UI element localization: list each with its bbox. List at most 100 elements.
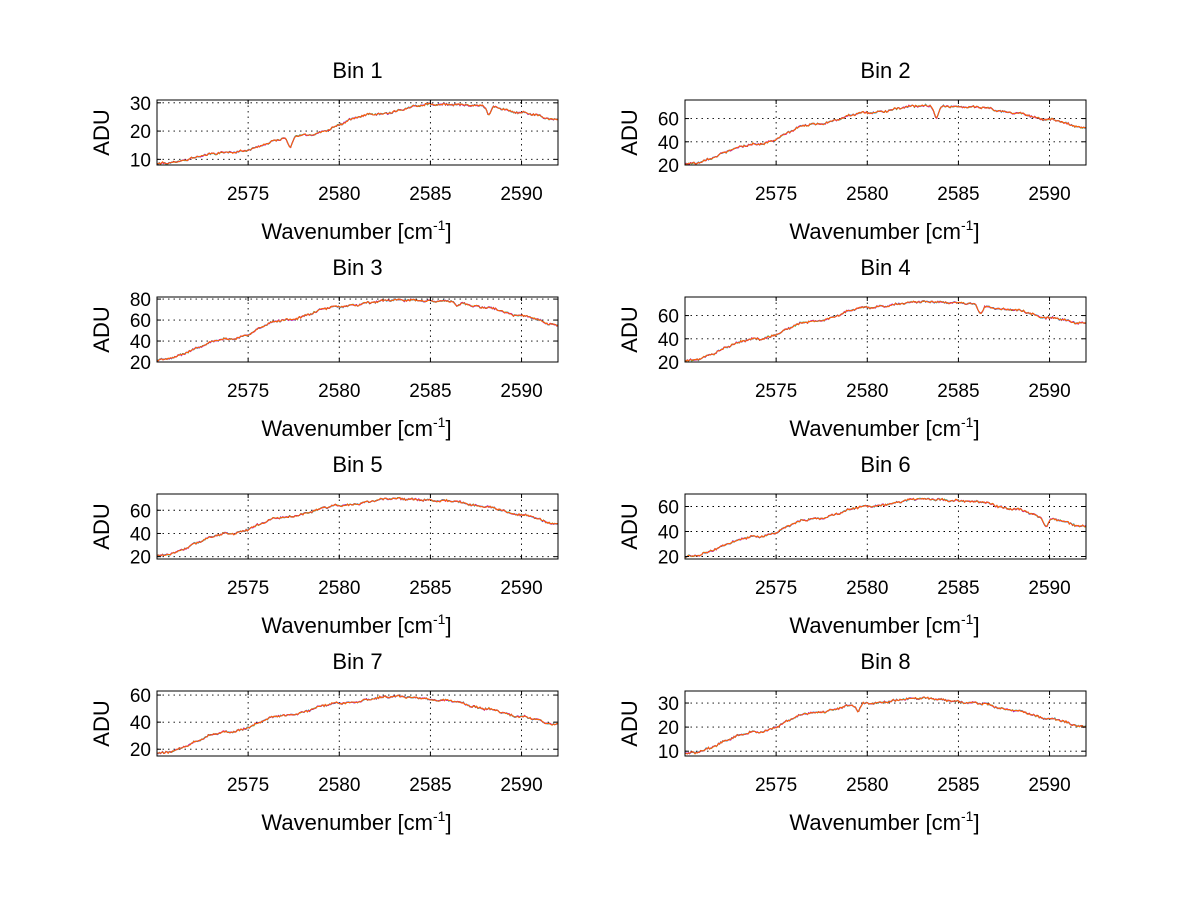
y-tick-label: 40 bbox=[130, 524, 151, 545]
y-tick-label: 40 bbox=[658, 133, 679, 154]
x-axis-label-main: Wavenumber [cm bbox=[789, 416, 961, 441]
x-axis-label-superscript: -1 bbox=[433, 808, 446, 824]
series-trace-4 bbox=[157, 497, 558, 557]
panel-title: Bin 7 bbox=[332, 649, 382, 674]
series-trace-2 bbox=[157, 497, 558, 557]
y-tick-label: 10 bbox=[130, 150, 151, 171]
x-tick-label: 2590 bbox=[500, 578, 542, 599]
y-tick-label: 20 bbox=[658, 718, 679, 739]
y-axis-label: ADU bbox=[617, 109, 642, 155]
x-tick-label: 2585 bbox=[937, 184, 979, 205]
series-trace-6 bbox=[685, 104, 1086, 165]
x-tick-label: 2590 bbox=[1028, 578, 1070, 599]
series-trace-1 bbox=[685, 103, 1086, 165]
x-axis-label: Wavenumber [cm-1] bbox=[789, 217, 979, 244]
x-tick-label: 2580 bbox=[846, 184, 888, 205]
x-axis-label-main: Wavenumber [cm bbox=[789, 613, 961, 638]
axes-frame bbox=[684, 296, 1087, 363]
axes-frame bbox=[684, 493, 1087, 560]
series-trace-4 bbox=[685, 696, 1086, 755]
x-tick-label: 2590 bbox=[1028, 775, 1070, 796]
series-trace-5 bbox=[157, 694, 558, 755]
series-trace-4 bbox=[685, 103, 1086, 165]
x-axis-label-main: Wavenumber [cm bbox=[261, 219, 433, 244]
y-tick-label: 20 bbox=[130, 122, 151, 143]
axes-frame bbox=[156, 690, 559, 757]
panel-title: Bin 3 bbox=[332, 255, 382, 280]
x-axis-label-superscript: -1 bbox=[961, 414, 974, 430]
series-trace-6 bbox=[157, 102, 558, 165]
x-axis-label-close: ] bbox=[973, 613, 979, 638]
y-tick-label: 40 bbox=[658, 330, 679, 351]
x-tick-label: 2585 bbox=[409, 184, 451, 205]
x-tick-label: 2580 bbox=[318, 184, 360, 205]
series-trace-2 bbox=[685, 696, 1086, 755]
panel-bin-8: Bin 8 2575 2580 2585 2590 10 20 30 ADU Wavenumber… bbox=[617, 649, 1087, 835]
x-axis-label-main: Wavenumber [cm bbox=[261, 613, 433, 638]
panel-title: Bin 8 bbox=[860, 649, 910, 674]
series-trace-6 bbox=[157, 298, 558, 362]
x-tick-label: 2585 bbox=[409, 578, 451, 599]
x-tick-label: 2580 bbox=[318, 381, 360, 402]
series-trace-2 bbox=[157, 102, 558, 165]
series-trace-4 bbox=[157, 102, 558, 165]
y-tick-label: 20 bbox=[130, 740, 151, 761]
x-axis-label-superscript: -1 bbox=[433, 217, 446, 233]
x-tick-label: 2580 bbox=[846, 381, 888, 402]
x-tick-label: 2580 bbox=[846, 578, 888, 599]
axes-frame bbox=[156, 99, 559, 166]
x-tick-label: 2575 bbox=[755, 381, 797, 402]
y-tick-label: 20 bbox=[130, 353, 151, 374]
x-axis-label: Wavenumber [cm-1] bbox=[261, 611, 451, 638]
x-tick-label: 2580 bbox=[318, 578, 360, 599]
series-trace-5 bbox=[685, 104, 1086, 165]
series-trace-6 bbox=[685, 497, 1086, 558]
series-trace-4 bbox=[157, 694, 558, 754]
panel-title: Bin 2 bbox=[860, 58, 910, 83]
series-trace-6 bbox=[685, 300, 1086, 362]
series-trace-3 bbox=[685, 696, 1086, 755]
panel-bin-6: Bin 6 2575 2580 2585 2590 20 40 60 ADU Wavenumber… bbox=[617, 452, 1087, 638]
x-axis-label: Wavenumber [cm-1] bbox=[789, 414, 979, 441]
series-trace-3 bbox=[157, 694, 558, 755]
x-tick-label: 2575 bbox=[227, 775, 269, 796]
x-axis-label-superscript: -1 bbox=[433, 414, 446, 430]
x-axis-label-close: ] bbox=[445, 219, 451, 244]
x-axis-label: Wavenumber [cm-1] bbox=[261, 808, 451, 835]
x-axis-label-close: ] bbox=[973, 810, 979, 835]
x-axis-label-superscript: -1 bbox=[961, 217, 974, 233]
y-axis-label: ADU bbox=[89, 700, 114, 746]
series-trace-2 bbox=[685, 103, 1086, 165]
series-trace-3 bbox=[685, 497, 1086, 559]
series-trace-6 bbox=[157, 694, 558, 755]
y-tick-label: 20 bbox=[658, 156, 679, 177]
y-tick-label: 30 bbox=[658, 694, 679, 715]
series-trace-5 bbox=[685, 497, 1086, 558]
x-tick-label: 2585 bbox=[937, 381, 979, 402]
x-tick-label: 2590 bbox=[500, 381, 542, 402]
y-tick-label: 60 bbox=[658, 307, 679, 328]
x-tick-label: 2575 bbox=[755, 578, 797, 599]
x-axis-label: Wavenumber [cm-1] bbox=[261, 414, 451, 441]
panel-bin-1: Bin 1 2575 2580 2585 2590 10 20 30 ADU Wavenumber… bbox=[89, 58, 559, 244]
x-tick-label: 2585 bbox=[937, 578, 979, 599]
y-tick-label: 20 bbox=[130, 548, 151, 569]
x-tick-label: 2575 bbox=[755, 184, 797, 205]
x-axis-label-main: Wavenumber [cm bbox=[789, 219, 961, 244]
y-tick-label: 20 bbox=[658, 353, 679, 374]
series-trace-4 bbox=[685, 300, 1086, 362]
series-trace-1 bbox=[157, 694, 558, 755]
x-axis-label-close: ] bbox=[445, 810, 451, 835]
x-tick-label: 2575 bbox=[227, 381, 269, 402]
y-axis-label: ADU bbox=[89, 503, 114, 549]
axes-frame bbox=[684, 690, 1087, 757]
panel-title: Bin 4 bbox=[860, 255, 910, 280]
x-axis-label-main: Wavenumber [cm bbox=[261, 416, 433, 441]
x-tick-label: 2585 bbox=[409, 381, 451, 402]
panel-bin-7: Bin 7 2575 2580 2585 2590 20 40 60 ADU Wavenumber… bbox=[89, 649, 559, 835]
series-trace-6 bbox=[157, 496, 558, 557]
x-axis-label-close: ] bbox=[445, 613, 451, 638]
